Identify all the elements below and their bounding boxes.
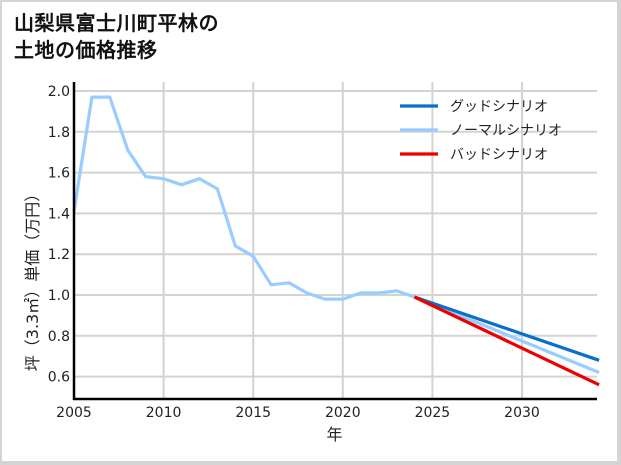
y-tick-label: 2.0 xyxy=(48,84,70,100)
y-tick-label: 1.6 xyxy=(48,166,70,182)
series-line-normal xyxy=(72,95,600,374)
y-axis-label: 坪（3.3㎡）単価（万円） xyxy=(23,186,42,371)
axes xyxy=(72,82,597,401)
y-tick-label: 0.8 xyxy=(48,329,70,345)
gridlines xyxy=(74,82,597,399)
x-tick-label: 2030 xyxy=(504,405,540,421)
chart-title-line-1: 山梨県富士川町平林の xyxy=(14,11,219,35)
x-axis-label: 年 xyxy=(326,425,342,444)
legend-item: グッドシナリオ xyxy=(400,99,548,115)
legend-item: ノーマルシナリオ xyxy=(400,123,562,139)
plot-series xyxy=(72,95,600,387)
legend-label: グッドシナリオ xyxy=(450,99,548,115)
chart-title-line-2: 土地の価格推移 xyxy=(14,38,158,62)
series-line-good xyxy=(413,295,600,362)
series-line-bad xyxy=(413,295,600,387)
y-tick-label: 1.8 xyxy=(48,125,70,141)
y-tick-label: 1.4 xyxy=(48,206,70,222)
y-tick-label: 1.2 xyxy=(48,247,70,263)
x-tick-label: 2005 xyxy=(56,405,92,421)
y-tick-label: 1.0 xyxy=(48,288,70,304)
chart-title: 山梨県富士川町平林の 土地の価格推移 xyxy=(14,10,219,64)
x-tick-label: 2025 xyxy=(415,405,451,421)
x-tick-label: 2020 xyxy=(325,405,361,421)
legend-item: バッドシナリオ xyxy=(400,147,548,163)
x-tick-label: 2015 xyxy=(235,405,271,421)
tick-labels: 2005 2010 2015 2020 2025 2030 0.6 0.8 1.0 1.2 1.4 1… xyxy=(48,84,540,421)
y-tick-label: 0.6 xyxy=(48,370,70,386)
legend-label: ノーマルシナリオ xyxy=(450,123,562,139)
legend-label: バッドシナリオ xyxy=(450,147,548,163)
x-tick-label: 2010 xyxy=(146,405,182,421)
